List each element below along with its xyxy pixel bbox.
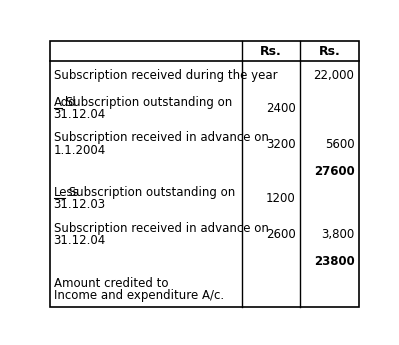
Text: Subscription received in advance on: Subscription received in advance on xyxy=(53,222,269,235)
Text: Rs.: Rs. xyxy=(260,45,282,58)
Text: 1.1.2004: 1.1.2004 xyxy=(53,144,106,157)
Text: Subscription outstanding on: Subscription outstanding on xyxy=(62,96,233,109)
Text: 31.12.03: 31.12.03 xyxy=(53,198,106,211)
Text: Subscription received in advance on: Subscription received in advance on xyxy=(53,131,269,145)
Text: Less: Less xyxy=(53,186,79,199)
Text: 27600: 27600 xyxy=(314,165,354,178)
Text: 3200: 3200 xyxy=(266,138,296,150)
Text: 1200: 1200 xyxy=(266,192,296,205)
Text: 22,000: 22,000 xyxy=(314,69,354,82)
Text: Income and expenditure A/c.: Income and expenditure A/c. xyxy=(53,289,224,302)
Text: Subscription received during the year: Subscription received during the year xyxy=(53,69,277,82)
Text: 3,800: 3,800 xyxy=(321,228,354,241)
Text: Add: Add xyxy=(53,96,76,109)
Text: 23800: 23800 xyxy=(314,255,354,268)
Text: 2600: 2600 xyxy=(266,228,296,241)
Text: Subscription outstanding on: Subscription outstanding on xyxy=(65,186,235,199)
Text: 2400: 2400 xyxy=(266,102,296,115)
Text: 5600: 5600 xyxy=(325,138,354,150)
Text: 31.12.04: 31.12.04 xyxy=(53,108,106,121)
Text: Amount credited to: Amount credited to xyxy=(53,277,168,289)
Text: 31.12.04: 31.12.04 xyxy=(53,234,106,247)
Text: Rs.: Rs. xyxy=(319,45,341,58)
